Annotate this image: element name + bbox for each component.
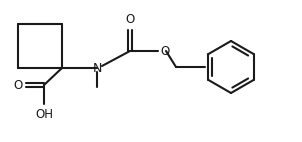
Text: OH: OH [35, 108, 53, 121]
Text: O: O [160, 44, 169, 58]
Text: O: O [14, 79, 23, 91]
Text: N: N [92, 61, 102, 75]
Text: O: O [125, 13, 135, 26]
